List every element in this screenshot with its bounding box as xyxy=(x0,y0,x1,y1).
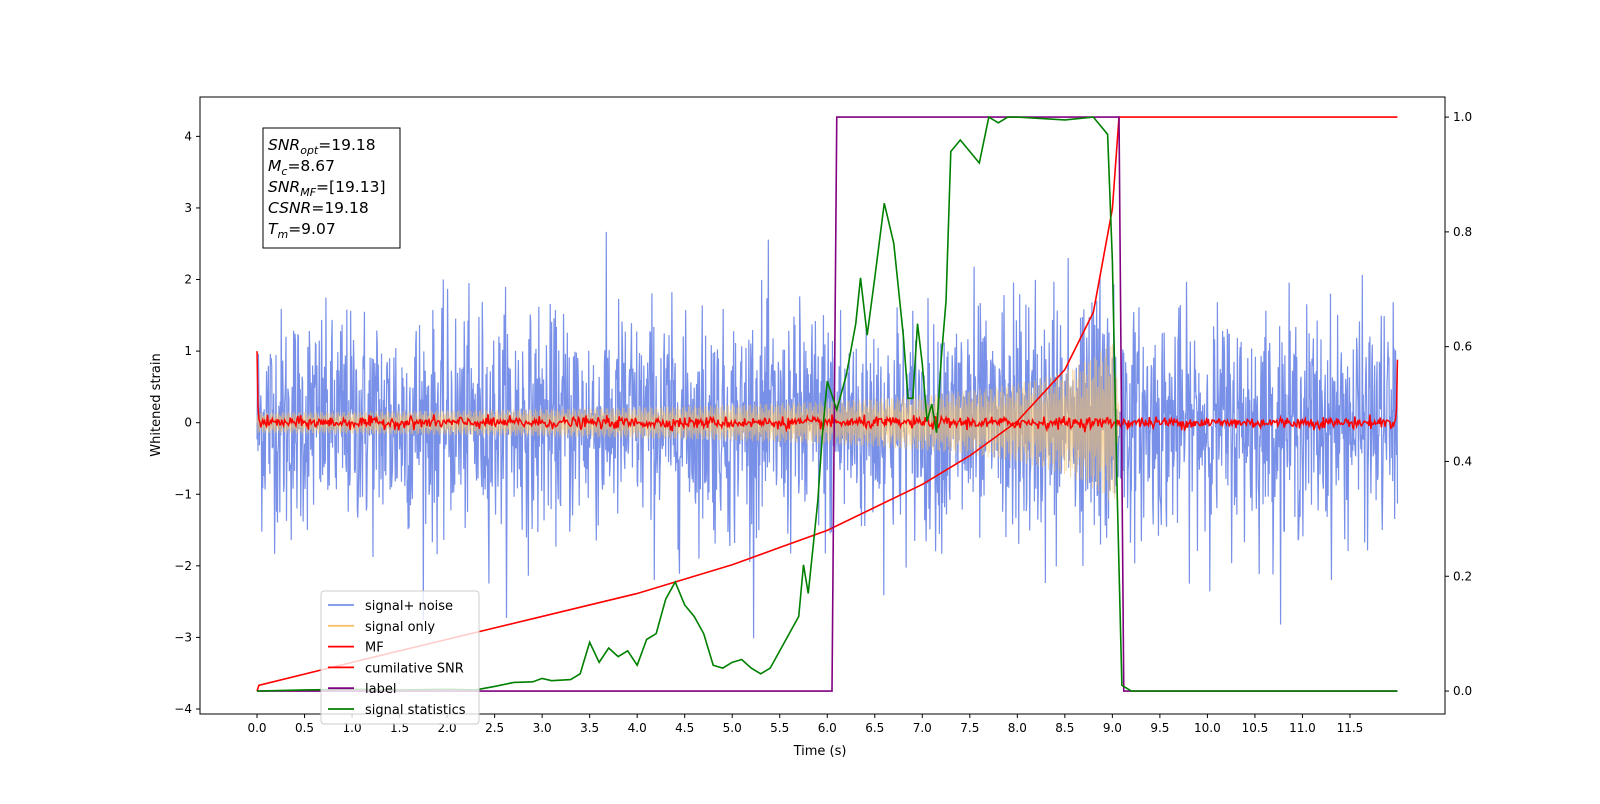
x-tick-label: 11.5 xyxy=(1337,721,1364,735)
x-tick-label: 0.0 xyxy=(247,721,266,735)
y2-tick-label: 0.2 xyxy=(1453,569,1472,583)
y-tick-label: 0 xyxy=(184,416,192,430)
x-axis-label: Time (s) xyxy=(793,744,847,759)
x-tick-label: 6.0 xyxy=(818,721,837,735)
y-tick-label: −2 xyxy=(174,559,192,573)
annotation-line: Mc=8.67 xyxy=(268,157,335,178)
y-tick-label: 3 xyxy=(184,201,192,215)
x-tick-label: 8.5 xyxy=(1055,721,1074,735)
series-signal-only-line xyxy=(256,344,1120,501)
x-tick-label: 7.0 xyxy=(913,721,932,735)
legend: signal+ noise signal only MF cumilative SNR… xyxy=(320,590,480,725)
y2-tick-label: 1.0 xyxy=(1453,110,1472,124)
x-tick-label: 3.0 xyxy=(533,721,552,735)
legend-entry-label: label xyxy=(365,682,396,697)
y-tick-label: −3 xyxy=(174,630,192,644)
x-tick-label: 11.0 xyxy=(1289,721,1316,735)
x-tick-label: 9.0 xyxy=(1103,721,1122,735)
annotation-line: CSNR=19.18 xyxy=(268,199,369,217)
annotation-line: SNRopt=19.18 xyxy=(268,136,376,157)
legend-entry-label: cumilative SNR xyxy=(365,661,464,676)
annotation-frame xyxy=(262,127,401,249)
axes-frame xyxy=(199,96,1446,715)
y-tick-label: −1 xyxy=(174,487,192,501)
legend-frame xyxy=(320,590,480,725)
x-tick-label: 4.0 xyxy=(628,721,647,735)
y-tick-label: 2 xyxy=(184,273,192,287)
series-mf-line xyxy=(256,351,1399,433)
x-tick-label: 3.5 xyxy=(580,721,599,735)
axes: 0.0 0.5 1.0 1.5 2.0 2.5 3.0 3.5 4.0 4.5 5.0 5.5 6.0 6… xyxy=(174,110,1472,735)
y-tick-label: −4 xyxy=(174,702,192,716)
x-tick-label: 6.5 xyxy=(865,721,884,735)
annotation-line: Tm=9.07 xyxy=(268,220,336,241)
legend-entry-label: signal only xyxy=(365,620,435,635)
x-tick-label: 10.0 xyxy=(1194,721,1221,735)
annotation-box: SNRopt=19.18Mc=8.67SNRMF=[19.13]CSNR=19.… xyxy=(262,127,401,249)
y2-tick-label: 0.8 xyxy=(1453,225,1472,239)
annotation-line: SNRMF=[19.13] xyxy=(268,178,386,199)
x-tick-label: 0.5 xyxy=(295,721,314,735)
y2-tick-label: 0.6 xyxy=(1453,340,1472,354)
y-tick-label: 4 xyxy=(184,129,192,143)
x-tick-label: 9.5 xyxy=(1150,721,1169,735)
x-tick-label: 5.5 xyxy=(770,721,789,735)
x-tick-label: 4.5 xyxy=(675,721,694,735)
legend-entry-label: signal+ noise xyxy=(365,599,453,614)
x-tick-label: 10.5 xyxy=(1242,721,1269,735)
series-signal-statistics-line xyxy=(257,115,1398,692)
x-tick-label: 2.5 xyxy=(485,721,504,735)
x-tick-label: 5.0 xyxy=(723,721,742,735)
y-tick-label: 1 xyxy=(184,344,192,358)
x-tick-label: 7.5 xyxy=(960,721,979,735)
legend-entry-label: signal statistics xyxy=(365,703,466,718)
x-tick-label: 8.0 xyxy=(1008,721,1027,735)
legend-entry-label: MF xyxy=(365,641,384,656)
y-axis-label: Whitened strain xyxy=(149,353,164,456)
y2-tick-label: 0.4 xyxy=(1453,454,1472,468)
y2-tick-label: 0.0 xyxy=(1453,684,1472,698)
